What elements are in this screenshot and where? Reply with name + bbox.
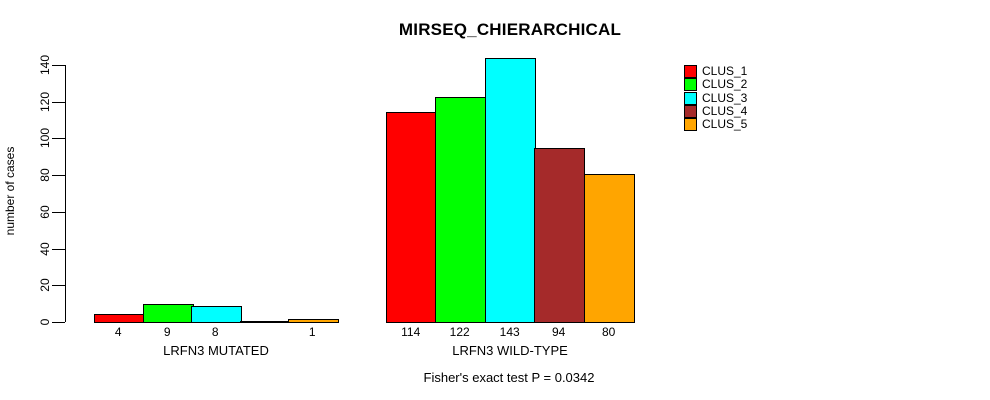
bar-value-label: 80 bbox=[602, 325, 616, 339]
bar-value-label: 1 bbox=[308, 325, 316, 339]
y-tick-label: 0 bbox=[38, 318, 52, 326]
legend-label: CLUS_2 bbox=[702, 77, 748, 92]
bar-clus_2 bbox=[435, 97, 486, 323]
y-tick-mark bbox=[52, 285, 65, 286]
bar-value-label: 9 bbox=[163, 325, 171, 339]
legend-label: CLUS_4 bbox=[702, 104, 748, 119]
legend-swatch-icon bbox=[684, 118, 697, 132]
bar-value-label: 122 bbox=[449, 325, 470, 339]
bar-clus_1 bbox=[94, 314, 145, 323]
y-tick-mark bbox=[52, 322, 65, 323]
legend-item-clus_5: CLUS_5 bbox=[684, 117, 748, 132]
y-axis-label: number of cases bbox=[3, 146, 17, 236]
y-tick-mark bbox=[52, 212, 65, 213]
y-tick-label: 140 bbox=[38, 54, 52, 76]
chart-title: MIRSEQ_CHIERARCHICAL bbox=[398, 20, 622, 39]
bar-clus_4 bbox=[534, 148, 585, 323]
bar-clus_5 bbox=[584, 174, 635, 323]
y-tick-mark bbox=[52, 102, 65, 103]
y-tick-mark bbox=[52, 175, 65, 176]
y-tick-label: 20 bbox=[38, 278, 52, 292]
legend-swatch-icon bbox=[684, 105, 697, 119]
y-tick-mark bbox=[52, 65, 65, 66]
legend-item-clus_1: CLUS_1 bbox=[684, 64, 748, 79]
legend-swatch-icon bbox=[684, 91, 697, 105]
legend-swatch-icon bbox=[684, 65, 697, 79]
legend-swatch-icon bbox=[684, 78, 697, 92]
bar-clus_3 bbox=[191, 306, 242, 323]
legend-label: CLUS_3 bbox=[702, 90, 748, 105]
y-tick-label: 40 bbox=[38, 242, 52, 256]
bar-value-label: 8 bbox=[211, 325, 219, 339]
bar-value-label: 114 bbox=[401, 325, 421, 339]
bar-value-label: 94 bbox=[552, 325, 566, 339]
y-tick-label: 100 bbox=[38, 127, 52, 149]
y-tick-mark bbox=[52, 249, 65, 250]
legend-item-clus_2: CLUS_2 bbox=[684, 77, 748, 92]
y-tick-label: 120 bbox=[38, 91, 52, 113]
legend-label: CLUS_1 bbox=[702, 64, 748, 79]
bar-clus_3 bbox=[485, 58, 536, 323]
legend-item-clus_4: CLUS_4 bbox=[684, 104, 748, 119]
y-tick-label: 80 bbox=[38, 168, 52, 182]
bar-clus_5 bbox=[288, 319, 339, 323]
group-label-lrfn3-wild-type: LRFN3 WILD-TYPE bbox=[452, 343, 568, 358]
bar-clus_1 bbox=[386, 112, 437, 323]
y-axis-line bbox=[65, 65, 66, 322]
legend: CLUS_1 CLUS_2 CLUS_3 CLUS_4 CLUS_5 bbox=[684, 64, 748, 132]
fisher-test-annotation: Fisher's exact test P = 0.0342 bbox=[423, 370, 595, 385]
group-label-lrfn3-mutated: LRFN3 MUTATED bbox=[163, 343, 269, 358]
y-tick-mark bbox=[52, 138, 65, 139]
bar-value-label: 143 bbox=[499, 325, 520, 339]
legend-label: CLUS_5 bbox=[702, 117, 748, 132]
y-tick-label: 60 bbox=[38, 205, 52, 219]
bar-clus_2 bbox=[143, 304, 194, 323]
bar-value-label: 4 bbox=[114, 325, 122, 339]
legend-item-clus_3: CLUS_3 bbox=[684, 90, 748, 105]
bar-clus_4 bbox=[240, 321, 291, 323]
